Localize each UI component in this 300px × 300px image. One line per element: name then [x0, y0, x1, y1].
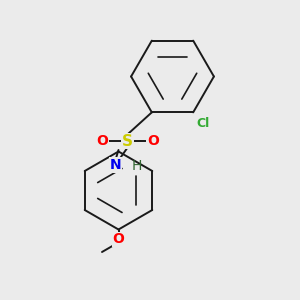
Text: S: S [122, 134, 133, 148]
Text: H: H [131, 160, 142, 173]
Text: Cl: Cl [197, 117, 210, 130]
Text: N: N [110, 158, 121, 172]
Text: O: O [96, 134, 108, 148]
Text: O: O [112, 232, 124, 246]
Text: O: O [147, 134, 159, 148]
